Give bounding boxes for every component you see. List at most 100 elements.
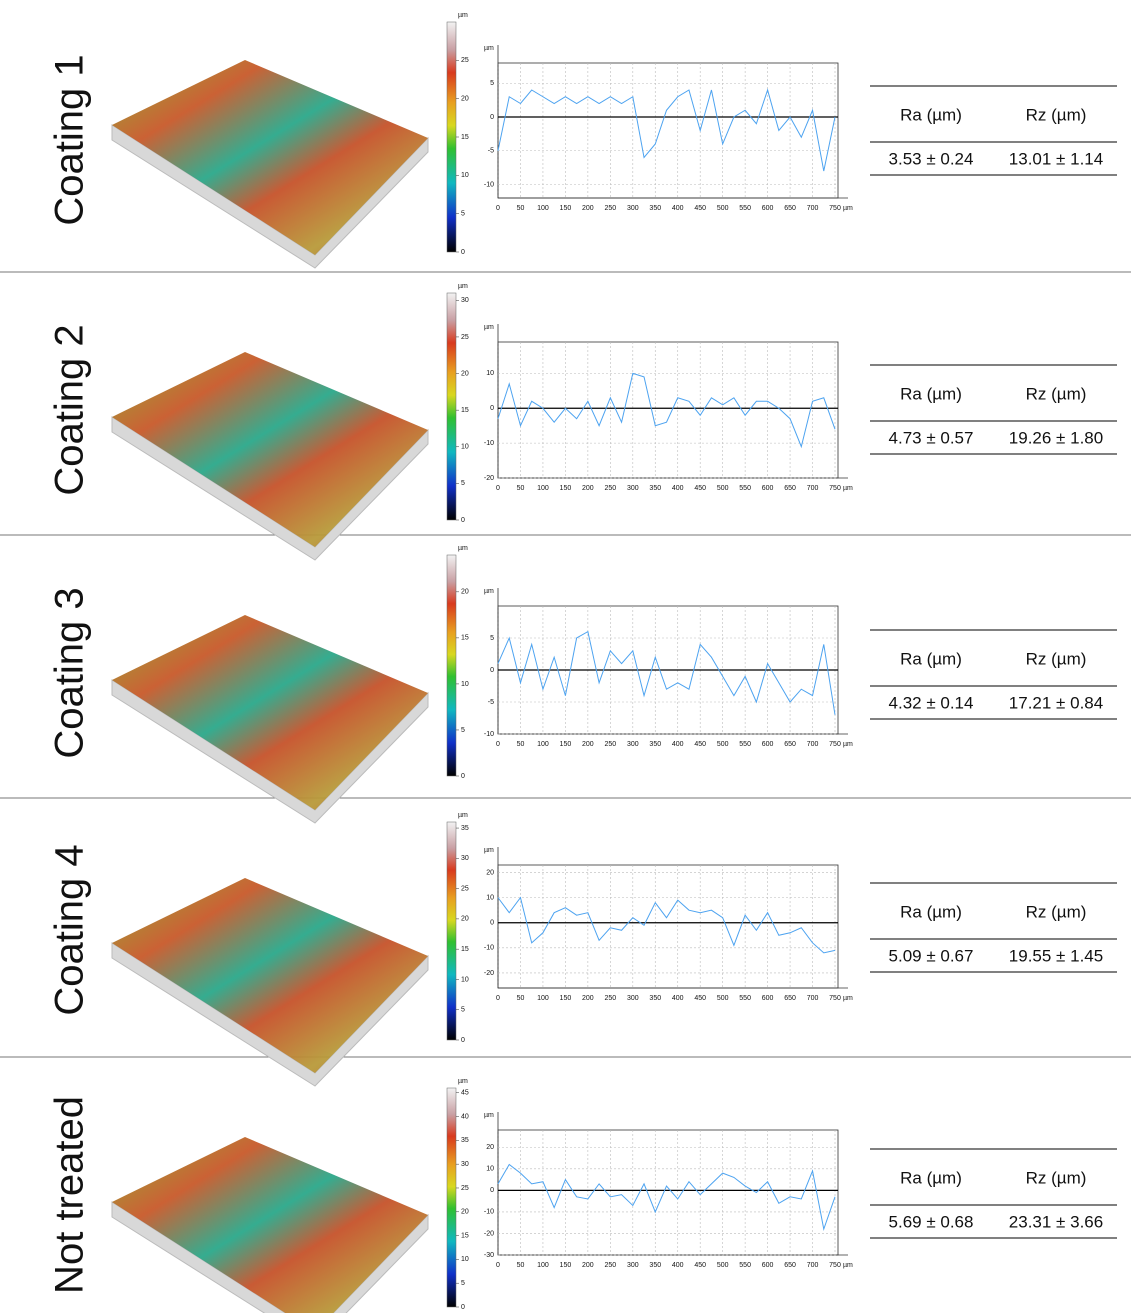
colorbar [446,554,457,777]
colorbar-tick-label: 20 [461,1209,469,1216]
x-tick-label: 0 [496,741,500,748]
colorbar-tick-label: 45 [461,1090,469,1097]
x-tick-label: 600 [762,205,774,212]
profile-line [497,630,836,715]
x-tick-label: 100 [537,1262,549,1269]
y-unit: µm [484,847,494,854]
y-tick-label: -5 [488,699,494,706]
x-tick-label: 200 [582,485,594,492]
y-tick-label: 5 [490,635,494,642]
row-label: Coating 2 [48,324,92,495]
colorbar-tick-label: 5 [461,211,465,218]
y-tick-label: 0 [490,405,494,412]
colorbar-tick-label: 0 [461,1304,465,1311]
colorbar [446,821,457,1041]
x-unit: µm [843,1262,853,1269]
plot-frame [497,864,839,989]
colorbar-tick-label: 5 [461,1280,465,1287]
colorbar-tick-label: 0 [461,1037,465,1044]
colorbar-tick-label: 15 [461,134,469,141]
table-header: Rz (µm) [1026,649,1087,668]
x-tick-label: 200 [582,1262,594,1269]
x-tick-label: 750 [829,1262,841,1269]
y-tick-label: -10 [484,181,494,188]
y-tick-label: 5 [490,80,494,87]
colorbar-tick-label: 15 [461,946,469,953]
x-tick-label: 250 [604,1262,616,1269]
x-tick-label: 700 [807,1262,819,1269]
x-tick-label: 500 [717,485,729,492]
x-tick-label: 400 [672,1262,684,1269]
x-tick-label: 600 [762,741,774,748]
table-header: Ra (µm) [900,1168,962,1187]
x-tick-label: 700 [807,205,819,212]
row-label: Coating 4 [48,844,92,1015]
colorbar-tick-label: 25 [461,57,469,64]
surface-top [112,60,428,255]
colorbar-tick-label: 35 [461,825,469,832]
colorbar-tick-label: 15 [461,635,469,642]
x-unit: µm [843,995,853,1002]
colorbar-tick-label: 20 [461,370,469,377]
y-tick-label: -10 [484,945,494,952]
colorbar-tick-label: 40 [461,1113,469,1120]
table-value: 17.21 ± 0.84 [1009,693,1103,712]
x-tick-label: 250 [604,741,616,748]
x-tick-label: 400 [672,205,684,212]
x-tick-label: 0 [496,205,500,212]
table-value: 3.53 ± 0.24 [889,149,974,168]
x-tick-label: 250 [604,995,616,1002]
plot-frame [497,1129,839,1256]
x-tick-label: 100 [537,485,549,492]
table-header: Rz (µm) [1026,1168,1087,1187]
x-tick-label: 0 [496,995,500,1002]
x-tick-label: 700 [807,995,819,1002]
table-value: 19.26 ± 1.80 [1009,428,1103,447]
row-label: Coating 3 [48,587,92,758]
colorbar-tick-label: 20 [461,916,469,923]
y-tick-label: -5 [488,148,494,155]
x-tick-label: 650 [784,995,796,1002]
y-tick-label: 10 [486,1166,494,1173]
x-tick-label: 500 [717,205,729,212]
colorbar [446,292,457,521]
x-tick-label: 450 [694,1262,706,1269]
x-tick-label: 500 [717,741,729,748]
x-tick-label: 50 [517,995,525,1002]
table-value: 4.73 ± 0.57 [889,428,974,447]
table-header: Ra (µm) [900,105,962,124]
table-header: Ra (µm) [900,384,962,403]
colorbar-tick-label: 0 [461,249,465,256]
x-tick-label: 450 [694,205,706,212]
x-tick-label: 550 [739,485,751,492]
x-tick-label: 50 [517,1262,525,1269]
profile-line [497,372,836,449]
colorbar-tick-label: 5 [461,1007,465,1014]
profile-line [497,1163,836,1232]
x-tick-label: 300 [627,995,639,1002]
x-tick-label: 450 [694,995,706,1002]
y-tick-label: 10 [486,370,494,377]
x-tick-label: 100 [537,995,549,1002]
table-header: Rz (µm) [1026,902,1087,921]
x-tick-label: 150 [560,995,572,1002]
y-unit: µm [484,1112,494,1119]
table-header: Rz (µm) [1026,384,1087,403]
colorbar-tick-label: 10 [461,681,469,688]
y-tick-label: 20 [486,1144,494,1151]
x-tick-label: 50 [517,205,525,212]
colorbar-tick-label: 15 [461,1232,469,1239]
x-tick-label: 550 [739,205,751,212]
surface-top [112,878,428,1073]
colorbar-tick-label: 25 [461,334,469,341]
x-tick-label: 150 [560,741,572,748]
x-tick-label: 400 [672,485,684,492]
colorbar-tick-label: 25 [461,1185,469,1192]
x-tick-label: 650 [784,741,796,748]
x-tick-label: 100 [537,741,549,748]
x-tick-label: 150 [560,485,572,492]
table-value: 5.09 ± 0.67 [889,946,974,965]
x-tick-label: 400 [672,995,684,1002]
x-tick-label: 200 [582,995,594,1002]
y-tick-label: 10 [486,894,494,901]
